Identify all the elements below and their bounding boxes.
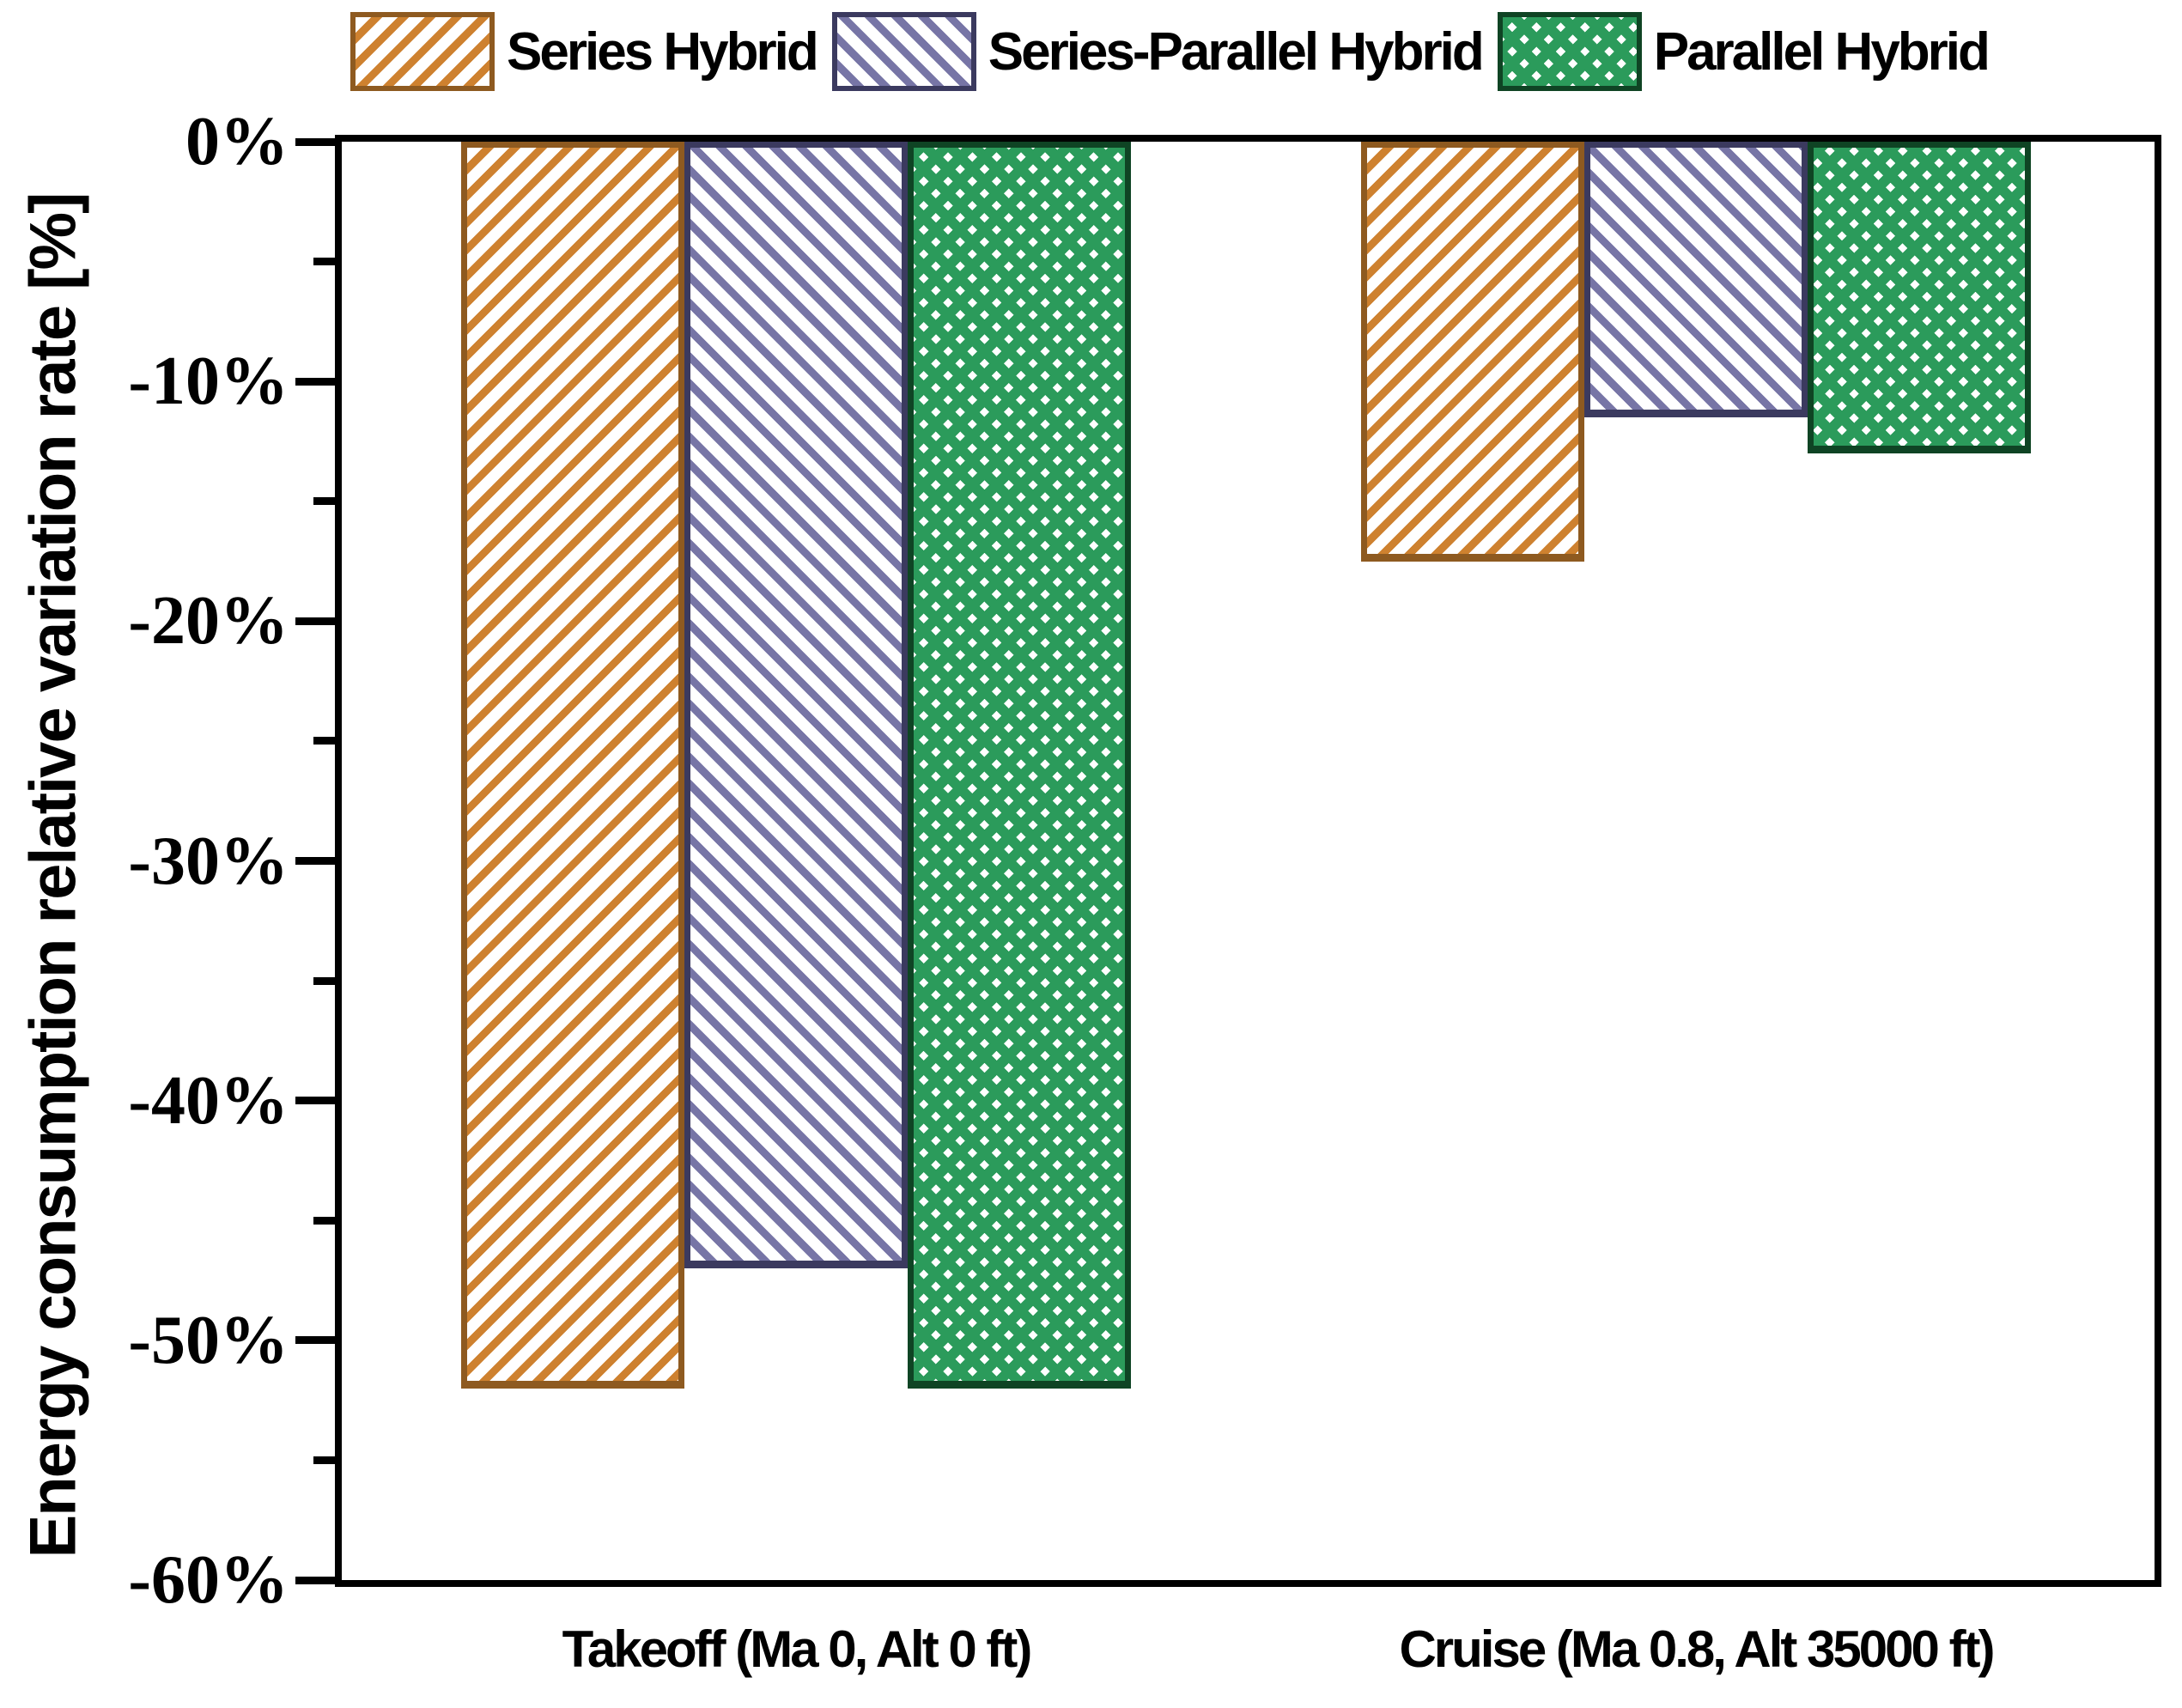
y-major-tick: [295, 1336, 335, 1345]
y-major-tick: [295, 137, 335, 146]
legend-label-series-parallel-hybrid: Series-Parallel Hybrid: [988, 21, 1485, 82]
y-major-tick: [295, 1576, 335, 1584]
legend-label-parallel-hybrid: Parallel Hybrid: [1653, 21, 1991, 82]
legend-item-series-hybrid: Series Hybrid: [350, 12, 819, 91]
y-tick-label: 0%: [185, 104, 289, 179]
y-major-tick: [295, 1097, 335, 1105]
y-tick-label: -40%: [128, 1062, 289, 1139]
bar-series-parallel-hybrid-takeoff-ma-0-alt-0-ft: [684, 142, 908, 1268]
legend-item-parallel-hybrid: Parallel Hybrid: [1497, 12, 1991, 91]
legend: Series Hybrid Series-Parallel Hybrid Par…: [350, 12, 1991, 91]
y-tick-label: -10%: [128, 343, 289, 420]
y-tick-label: -30%: [128, 823, 289, 899]
legend-label-series-hybrid: Series Hybrid: [507, 21, 819, 82]
x-category-label-cruise: Cruise (Ma 0.8, Alt 35000 ft): [1399, 1620, 1995, 1678]
y-tick-label: -50%: [128, 1302, 289, 1378]
y-minor-tick: [313, 737, 335, 745]
y-tick-label: -60%: [128, 1542, 289, 1618]
legend-swatch-series-parallel-hybrid: [831, 12, 976, 91]
y-minor-tick: [313, 258, 335, 266]
plot-area: [295, 135, 2161, 1587]
y-tick-label: -20%: [128, 583, 289, 659]
y-minor-tick: [313, 976, 335, 985]
y-major-tick: [295, 377, 335, 386]
x-category-label-takeoff: Takeoff (Ma 0, Alt 0 ft): [562, 1620, 1033, 1678]
y-minor-tick: [313, 497, 335, 506]
bar-series-hybrid-takeoff-ma-0-alt-0-ft: [461, 142, 684, 1389]
y-minor-tick: [313, 1216, 335, 1225]
bar-parallel-hybrid-cruise-ma-0-8-alt-35000-ft: [1808, 142, 2031, 453]
y-major-tick: [295, 617, 335, 625]
legend-item-series-parallel-hybrid: Series-Parallel Hybrid: [831, 12, 1485, 91]
bar-series-hybrid-cruise-ma-0-8-alt-35000-ft: [1361, 142, 1584, 562]
legend-swatch-series-hybrid: [350, 12, 495, 91]
bar-series-parallel-hybrid-cruise-ma-0-8-alt-35000-ft: [1584, 142, 1808, 417]
y-major-tick: [295, 857, 335, 865]
bar-parallel-hybrid-takeoff-ma-0-alt-0-ft: [908, 142, 1131, 1389]
y-minor-tick: [313, 1456, 335, 1464]
legend-swatch-parallel-hybrid: [1497, 12, 1642, 91]
